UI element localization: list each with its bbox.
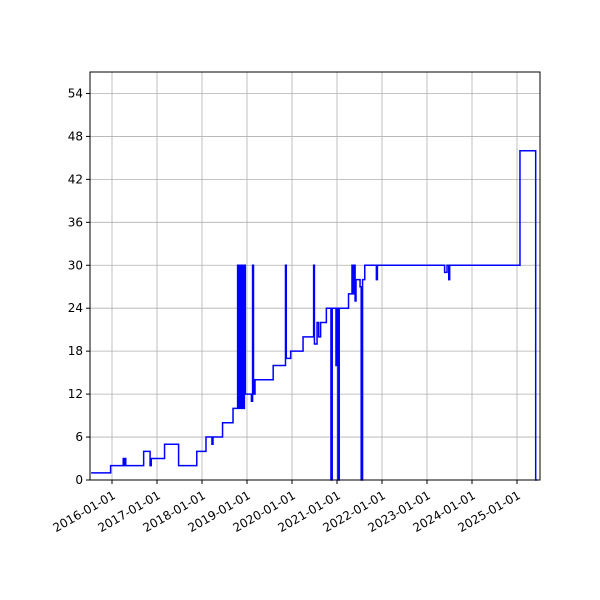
y-tick-label: 54 (68, 86, 83, 100)
series-line (91, 149, 538, 481)
y-tick-label: 0 (75, 473, 83, 487)
plot-frame (89, 71, 541, 481)
y-tick-label: 12 (68, 387, 83, 401)
y-tick-label: 36 (68, 215, 83, 229)
y-tick-label: 24 (68, 301, 83, 315)
y-tick-label: 6 (75, 430, 83, 444)
y-tick-label: 48 (68, 129, 83, 143)
y-tick-label: 42 (68, 172, 83, 186)
y-tick-label: 18 (68, 344, 83, 358)
y-tick-label: 30 (68, 258, 83, 272)
